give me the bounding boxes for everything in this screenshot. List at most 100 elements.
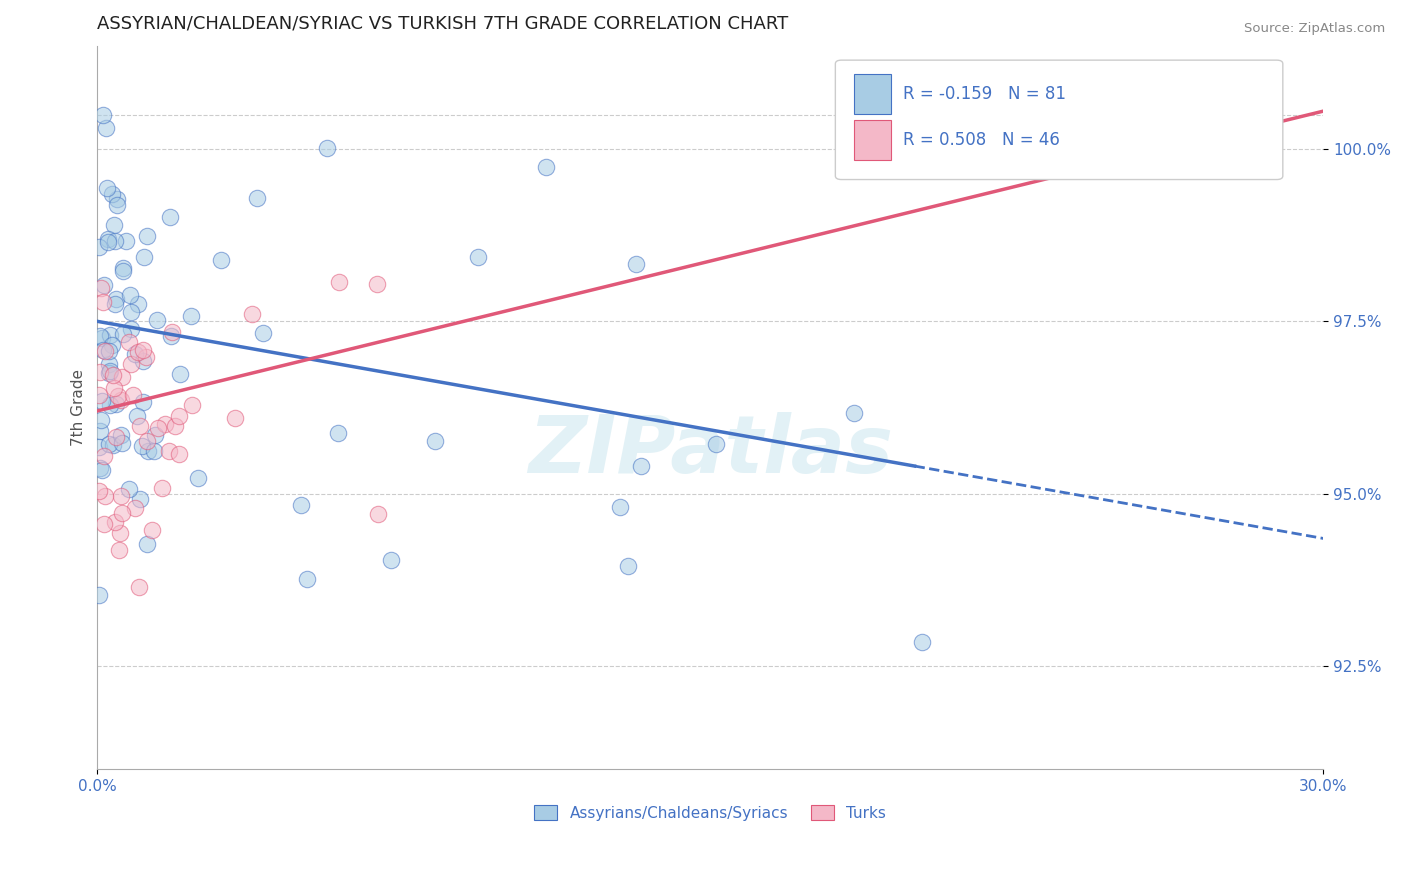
Point [118, 287, 141, 301]
Point [142, 443, 165, 458]
Point [536, 160, 558, 174]
Point [160, 325, 183, 339]
Point [118, 482, 141, 496]
Text: R = 0.508   N = 46: R = 0.508 N = 46 [903, 131, 1060, 149]
Point [136, 434, 159, 448]
Text: Source: ZipAtlas.com: Source: ZipAtlas.com [1244, 22, 1385, 36]
Point [97, 366, 120, 380]
Point [101, 368, 124, 382]
Point [110, 393, 132, 408]
Point [120, 322, 142, 336]
Point [108, 543, 131, 558]
Point [112, 260, 135, 275]
Point [108, 526, 131, 541]
Point [169, 409, 191, 423]
Point [97, 235, 120, 249]
Point [89, 425, 111, 439]
Point [118, 334, 141, 349]
Point [105, 430, 128, 444]
Point [111, 506, 134, 520]
Point [89, 240, 111, 254]
FancyBboxPatch shape [853, 74, 890, 114]
Point [159, 210, 181, 224]
Point [240, 307, 263, 321]
Point [328, 275, 350, 289]
Point [100, 187, 122, 202]
Point [105, 198, 128, 212]
Point [141, 524, 163, 538]
Point [135, 229, 157, 244]
Point [103, 438, 125, 452]
Point [124, 500, 146, 515]
Point [105, 192, 128, 206]
Point [90, 281, 112, 295]
Point [290, 498, 312, 512]
Point [120, 305, 142, 319]
Point [124, 347, 146, 361]
Point [630, 458, 652, 473]
Point [224, 410, 246, 425]
Point [101, 338, 124, 352]
Y-axis label: 7th Grade: 7th Grade [72, 369, 86, 446]
Point [90, 413, 112, 427]
Point [617, 559, 640, 574]
Point [180, 309, 202, 323]
Point [89, 440, 111, 454]
Point [94, 489, 117, 503]
Text: R = -0.159   N = 81: R = -0.159 N = 81 [903, 85, 1066, 103]
Point [90, 463, 112, 477]
Point [160, 328, 183, 343]
Point [423, 434, 446, 448]
Point [129, 419, 152, 434]
Text: ASSYRIAN/CHALDEAN/SYRIAC VS TURKISH 7TH GRADE CORRELATION CHART: ASSYRIAN/CHALDEAN/SYRIAC VS TURKISH 7TH … [97, 15, 789, 33]
Point [104, 397, 127, 411]
Legend: Assyrians/Chaldeans/Syriacs, Turks: Assyrians/Chaldeans/Syriacs, Turks [529, 798, 893, 827]
Point [1251, 107, 1274, 121]
Point [245, 191, 267, 205]
Point [97, 232, 120, 246]
Point [163, 418, 186, 433]
Point [110, 490, 132, 504]
Point [98, 328, 121, 343]
Point [911, 635, 934, 649]
Point [609, 500, 631, 515]
Point [98, 437, 121, 451]
Point [96, 181, 118, 195]
Point [104, 235, 127, 249]
Point [93, 517, 115, 532]
Point [111, 370, 134, 384]
Point [115, 234, 138, 248]
Point [91, 331, 114, 345]
Point [704, 437, 727, 451]
Point [110, 427, 132, 442]
Point [91, 294, 114, 309]
Text: ZIPatlas: ZIPatlas [527, 412, 893, 490]
Point [94, 343, 117, 358]
Point [143, 428, 166, 442]
Point [89, 328, 111, 343]
FancyBboxPatch shape [835, 60, 1282, 179]
Point [136, 537, 159, 551]
Point [93, 449, 115, 463]
Point [93, 343, 115, 357]
Point [98, 364, 121, 378]
Point [135, 351, 157, 365]
Point [128, 580, 150, 594]
Point [132, 395, 155, 409]
Point [107, 389, 129, 403]
Point [96, 121, 118, 136]
Point [127, 344, 149, 359]
FancyBboxPatch shape [853, 120, 890, 160]
Point [295, 572, 318, 586]
Point [252, 326, 274, 340]
Point [316, 141, 339, 155]
Point [98, 398, 121, 412]
Point [93, 277, 115, 292]
Point [89, 588, 111, 602]
Point [150, 481, 173, 495]
Point [111, 327, 134, 342]
Point [155, 417, 177, 431]
Point [467, 250, 489, 264]
Point [98, 344, 121, 359]
Point [380, 553, 402, 567]
